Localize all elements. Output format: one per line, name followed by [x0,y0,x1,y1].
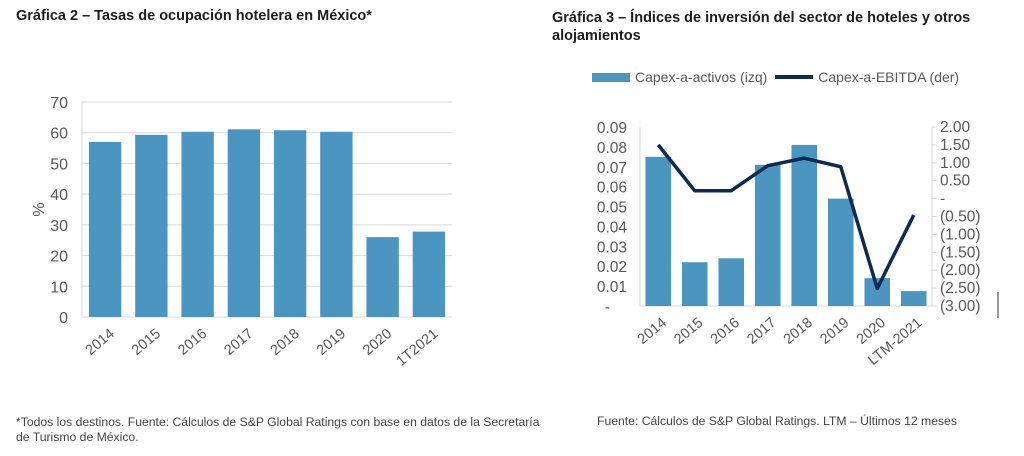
x-tick-label: 2015 [671,315,706,348]
y-left-tick-label: - [605,299,610,316]
x-tick-label: 2018 [268,326,303,359]
bar [227,129,261,317]
x-tick-label: 2020 [854,315,889,348]
x-tick-label: 2017 [744,315,779,348]
bar [181,131,214,317]
x-tick-label: 2019 [314,326,349,359]
y-tick-label: 20 [50,249,68,266]
y-right-tick-label: 2.00 [940,119,971,136]
bar [412,231,446,317]
x-tick-label: 2015 [129,326,164,359]
bar [718,258,745,306]
bar [791,144,818,306]
y-tick-label: 60 [50,126,68,143]
x-tick-label: 2017 [221,326,256,359]
y-left-tick-label: 0.03 [597,239,627,256]
y-right-tick-label: (1.50) [940,244,981,261]
bar [681,262,708,306]
x-tick-label: 2020 [360,326,395,359]
y-right-tick-label: 1.00 [940,155,971,172]
x-tick-label: 2016 [175,326,210,359]
legend-label-capex-ebitda: Capex-a-EBITDA (der) [818,69,960,85]
y-tick-label: 40 [50,187,68,204]
x-tick-label: 1T2021 [393,326,441,370]
capex-ebitda-line [656,143,916,291]
x-tick-label: 2014 [635,315,670,348]
y-left-tick-label: 0.07 [597,160,627,177]
bar [645,156,672,306]
bar [827,198,854,306]
y-left-tick-label: 0.04 [597,219,628,236]
chart-title-occupancy: Gráfica 2 – Tasas de ocupación hotelera … [16,8,372,24]
y-left-tick-label: 0.06 [597,180,627,197]
x-tick-label: 2018 [781,315,816,348]
legend-swatch-capex-ebitda [775,75,814,79]
occupancy-bar-chart: 0 10 20 30 40 50 60 70% 2014 2015 2016 2017 2018 2019… [31,95,452,370]
bar [754,164,781,306]
y-tick-label: 0 [59,310,68,327]
chart-title-investment: Gráfica 3 – Índices de inversión del sec… [552,10,971,44]
bar [88,141,122,317]
y-tick-label: 10 [50,279,68,296]
bar [900,291,927,306]
legend-swatch-capex-assets [592,72,630,82]
x-tick-label: LTM-2021 [865,315,925,369]
y-right-tick-label: 0.50 [940,173,971,190]
y-left-tick-label: 0.01 [597,279,627,296]
y-right-tick-label: (2.50) [940,280,981,297]
y-tick-label: 30 [50,218,68,235]
y-left-tick-label: 0.05 [597,200,627,217]
bar [135,134,168,317]
y-right-tick-label: (2.00) [940,262,981,279]
y-left-tick-label: 0.02 [597,259,627,276]
bar [273,130,307,317]
y-right-tick-label: (1.00) [940,226,981,243]
bar [366,237,399,317]
x-tick-label: 2019 [817,315,852,348]
y-left-tick-label: 0.09 [597,120,627,137]
y-right-tick-label: - [940,191,945,208]
y-tick-label: 50 [50,156,68,173]
bar [320,131,353,317]
legend-label-capex-assets: Capex-a-activos (izq) [635,69,768,85]
y-right-tick-label: 1.50 [940,137,971,154]
y-axis-label: % [31,202,48,216]
bar [864,278,891,306]
x-tick-label: 2016 [708,315,743,348]
y-left-tick-label: 0.08 [597,140,627,157]
chart-legend: Capex-a-activos (izq) Capex-a-EBITDA (de… [592,69,959,85]
source-note-right: Fuente: Cálculos de S&P Global Ratings. … [597,414,957,428]
x-tick-label: 2014 [83,326,118,359]
source-note-left: *Todos los destinos. Fuente: Cálculos de… [16,415,540,444]
y-tick-label: 70 [50,95,68,112]
y-right-tick-label: (3.00) [940,298,981,315]
y-right-tick-label: (0.50) [940,209,981,226]
